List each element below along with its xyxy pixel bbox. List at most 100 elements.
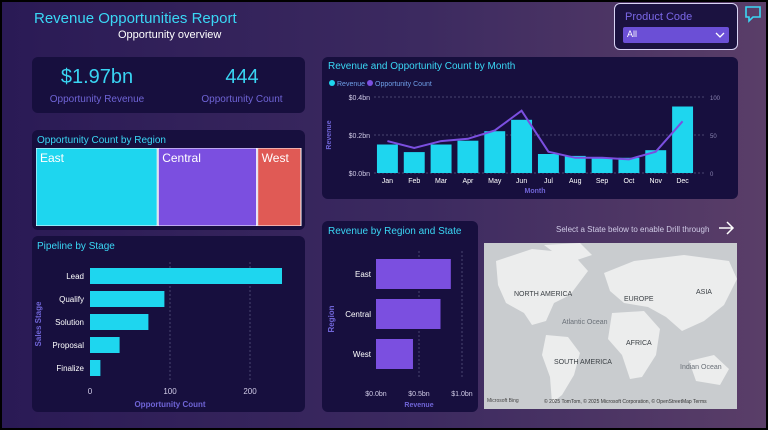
stage-label: Proposal [52, 341, 84, 350]
revenue-bar [376, 144, 398, 173]
month-label: Aug [569, 178, 582, 185]
map-label: EUROPE [624, 296, 654, 303]
x-tick-label: 0 [88, 387, 93, 396]
revenue-bar [511, 119, 533, 173]
region-bar [376, 339, 413, 369]
stage-label: Finalize [56, 364, 84, 373]
pipeline-bar [90, 291, 165, 307]
x-axis-title: Revenue [404, 402, 433, 409]
x-tick-label: $0.5bn [408, 391, 430, 398]
revenue-bar [457, 140, 479, 173]
x-axis-title: Month [525, 188, 546, 195]
y-axis-title: Region [327, 305, 336, 332]
product-code-dropdown[interactable]: All [623, 27, 729, 43]
y2-tick-label: 0 [710, 172, 714, 178]
revenue-kpi-label: Opportunity Revenue [49, 94, 145, 105]
treemap-tile [36, 148, 158, 226]
region-count-title: Opportunity Count by Region [37, 135, 166, 146]
map-attribution[interactable]: © 2025 TomTom, © 2025 Microsoft Corporat… [544, 399, 707, 405]
y-tick-label: $0.2bn [349, 133, 371, 140]
region-revenue-chart[interactable]: $0.0bn $0.5bn $1.0bn East Central West Revenue… [322, 239, 478, 412]
month-label: Dec [676, 178, 689, 185]
month-label: May [488, 178, 502, 185]
stage-label: Qualify [59, 295, 84, 304]
y2-tick-label: 100 [710, 96, 721, 102]
revenue-kpi-value: $1.97bn [60, 66, 134, 88]
report-title: Revenue Opportunities Report [34, 10, 237, 27]
revenue-bar [645, 150, 667, 173]
pipeline-title: Pipeline by Stage [37, 241, 115, 252]
month-label: Mar [435, 178, 448, 185]
revenue-bar [537, 154, 559, 173]
treemap-label: Central [162, 151, 201, 165]
y2-tick-label: 50 [710, 134, 717, 140]
opportunity-count-line [387, 109, 684, 161]
x-tick-label: 100 [163, 387, 177, 396]
count-kpi-value: 444 [225, 66, 259, 88]
month-label: Oct [623, 178, 634, 185]
legend-label: Opportunity Count [375, 81, 432, 88]
map-label: Indian Ocean [680, 364, 722, 371]
kpi-panel: $1.97bn Opportunity Revenue 444 Opportun… [32, 57, 305, 113]
y-axis-title: Sales Stage [34, 301, 43, 346]
pipeline-bar [90, 268, 282, 284]
pipeline-chart[interactable]: 0 100 200 Lead Qualify Solution Proposal Finali… [32, 254, 305, 412]
map-label: Atlantic Ocean [562, 319, 608, 326]
legend-dot-count [367, 80, 373, 86]
month-label: Feb [408, 178, 420, 185]
stage-label: Lead [66, 272, 84, 281]
region-revenue-title: Revenue by Region and State [328, 226, 462, 237]
treemap-label: West [262, 151, 290, 165]
treemap-label: East [40, 151, 65, 165]
legend-dot-revenue [329, 80, 335, 86]
region-bar [376, 299, 441, 329]
map-label: AFRICA [626, 340, 652, 347]
monthly-title: Revenue and Opportunity Count by Month [328, 61, 516, 72]
bing-logo: Microsoft Bing [487, 398, 519, 404]
report-subtitle: Opportunity overview [118, 29, 222, 41]
region-revenue-panel: Revenue by Region and State $0.0bn $0.5bn… [322, 221, 478, 412]
revenue-bar [618, 157, 640, 173]
treemap-tile [257, 148, 302, 226]
region-count-panel: Opportunity Count by Region East Central W… [32, 130, 305, 230]
revenue-bar [672, 106, 694, 173]
x-tick-label: $0.0bn [365, 391, 387, 398]
filter-label: Product Code [625, 11, 693, 23]
stage-label: Solution [55, 318, 84, 327]
x-tick-label: $1.0bn [451, 391, 473, 398]
region-label: East [355, 270, 372, 279]
pipeline-panel: Pipeline by Stage 0 100 200 Lead Qualify Solu… [32, 236, 305, 412]
comment-icon[interactable] [744, 5, 762, 23]
map-land [496, 243, 737, 403]
treemap-tile [157, 148, 258, 226]
region-label: West [353, 350, 372, 359]
monthly-chart[interactable]: Revenue Opportunity Count $0.0bn $0.2bn $0.4… [322, 75, 738, 199]
x-axis-title: Opportunity Count [134, 400, 205, 409]
pipeline-bar [90, 337, 120, 353]
revenue-bar [403, 152, 425, 173]
y-axis-title: Revenue [326, 120, 333, 149]
month-label: Nov [650, 178, 663, 185]
revenue-bar [564, 155, 586, 173]
map-label: ASIA [696, 289, 712, 296]
revenue-bar [430, 144, 452, 173]
month-label: Sep [596, 178, 609, 185]
pipeline-bar [90, 360, 101, 376]
monthly-panel: Revenue and Opportunity Count by Month R… [322, 57, 738, 199]
map-label: SOUTH AMERICA [554, 359, 612, 366]
x-tick-label: 200 [243, 387, 257, 396]
count-kpi-label: Opportunity Count [201, 94, 283, 105]
product-code-filter: Product Code All [614, 3, 738, 50]
y-tick-label: $0.4bn [349, 95, 371, 102]
month-label: Jun [516, 178, 527, 185]
month-label: Apr [462, 178, 474, 185]
region-treemap[interactable]: East Central West [36, 148, 302, 226]
arrow-right-icon[interactable] [718, 220, 736, 236]
pipeline-bar [90, 314, 149, 330]
dropdown-value: All [627, 29, 638, 39]
month-label: Jul [544, 178, 553, 185]
map-label: NORTH AMERICA [514, 291, 573, 298]
drill-through-hint: Select a State below to enable Drill thr… [556, 225, 710, 234]
world-map[interactable]: NORTH AMERICA EUROPE ASIA Atlantic Ocean AFR… [484, 243, 737, 409]
